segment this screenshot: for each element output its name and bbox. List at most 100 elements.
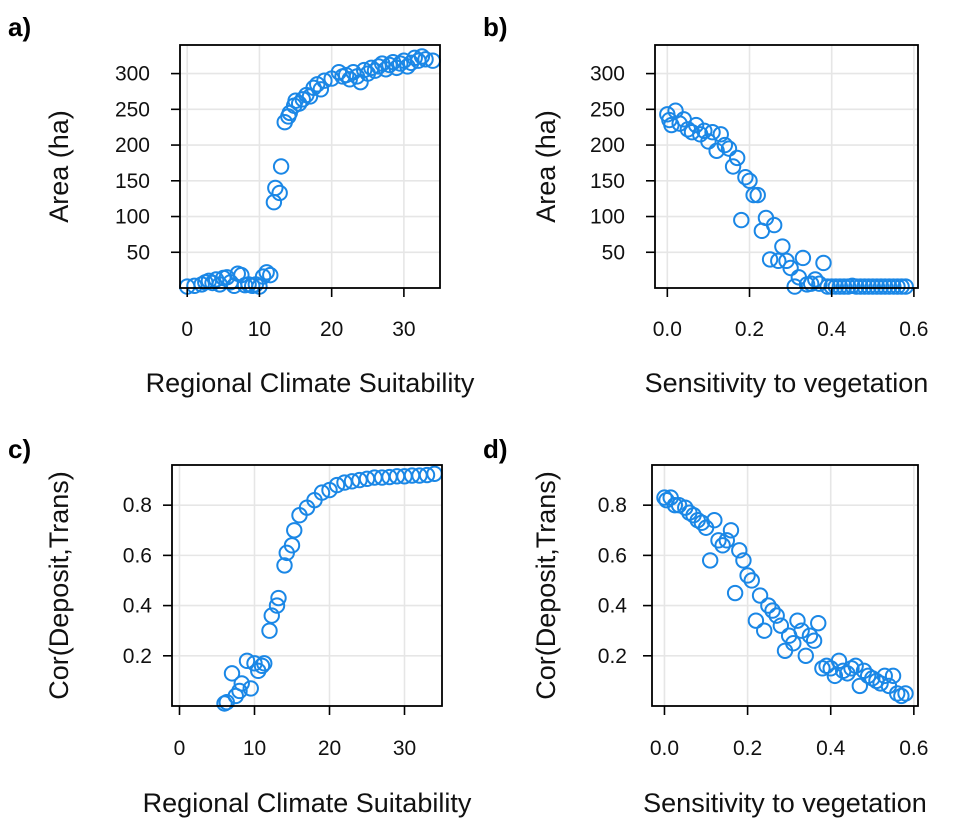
data-point xyxy=(370,58,387,75)
data-point xyxy=(743,572,760,589)
y-tick-label: 0.2 xyxy=(598,645,627,668)
data-point xyxy=(268,597,286,614)
x-axis-title: Regional Climate Suitability xyxy=(143,788,472,818)
data-point xyxy=(262,266,279,284)
y-tick-label: 300 xyxy=(115,63,150,86)
data-point xyxy=(876,667,893,685)
plot-frame xyxy=(179,44,441,289)
data-point xyxy=(701,552,719,569)
data-point xyxy=(254,268,272,285)
y-axis-title: Area (ha) xyxy=(531,110,561,223)
data-point xyxy=(671,115,688,132)
panel-label: b) xyxy=(483,12,508,42)
y-tick-label: 150 xyxy=(590,170,625,193)
data-point xyxy=(815,254,832,272)
plot-frame xyxy=(651,464,919,707)
data-point xyxy=(223,665,241,682)
data-point xyxy=(852,278,869,295)
data-point xyxy=(747,612,765,629)
data-point xyxy=(893,278,910,295)
data-point xyxy=(768,607,785,624)
x-tick-label: 0.6 xyxy=(899,318,928,341)
data-point xyxy=(760,597,777,614)
x-tick-label: 0.0 xyxy=(653,318,682,341)
data-point xyxy=(897,278,914,295)
data-point xyxy=(272,158,290,175)
data-point xyxy=(231,682,248,700)
chart-panel-3: 0.0 0.2 0.4 0.6 0.2 0.4 0.6 0.8 Sensitivity to v… xyxy=(483,434,928,818)
x-tick-label: 20 xyxy=(320,318,343,341)
data-point xyxy=(696,122,713,139)
data-point xyxy=(731,542,748,559)
y-tick-label: 100 xyxy=(115,206,150,229)
data-point xyxy=(706,512,723,529)
x-tick-label: 10 xyxy=(248,318,271,341)
data-point xyxy=(256,655,273,672)
data-point xyxy=(801,627,819,644)
data-point xyxy=(253,657,271,675)
data-point xyxy=(811,275,828,292)
y-axis-title: Cor(Deposit,Trans) xyxy=(44,471,74,700)
y-axis-title: Cor(Deposit,Trans) xyxy=(531,471,561,700)
data-point xyxy=(751,587,769,604)
data-point xyxy=(761,251,779,268)
data-point xyxy=(745,186,762,204)
data-point xyxy=(789,612,806,629)
data-point xyxy=(830,652,848,670)
panel-label: a) xyxy=(8,12,31,42)
data-point xyxy=(847,657,864,675)
data-point xyxy=(417,51,434,68)
data-point xyxy=(765,216,783,234)
data-point xyxy=(749,186,766,204)
y-tick-label: 100 xyxy=(590,206,625,229)
data-point xyxy=(312,81,330,98)
data-point xyxy=(328,476,346,494)
y-tick-label: 0.6 xyxy=(123,544,152,567)
x-tick-label: 30 xyxy=(393,737,416,760)
plot-frame xyxy=(654,44,919,289)
panel-label: c) xyxy=(8,434,31,464)
data-point xyxy=(687,116,705,134)
data-point xyxy=(313,484,331,501)
x-tick-label: 20 xyxy=(318,737,341,760)
y-tick-label: 200 xyxy=(115,134,150,157)
data-point xyxy=(786,278,803,295)
data-point xyxy=(708,142,725,159)
data-point xyxy=(294,91,311,108)
data-point xyxy=(733,211,750,229)
data-point xyxy=(418,466,436,484)
y-tick-label: 250 xyxy=(590,98,625,121)
data-point xyxy=(735,552,752,569)
x-tick-label: 0 xyxy=(174,737,186,760)
data-point xyxy=(805,632,823,649)
data-point xyxy=(263,607,280,624)
chart-panel-2: 0 10 20 30 0.2 0.4 0.6 0.8 Regional Climate Suit… xyxy=(8,434,472,818)
data-point xyxy=(897,685,914,702)
data-point xyxy=(710,532,727,549)
data-point xyxy=(238,652,256,670)
chart-panel-1: 0.0 0.2 0.4 0.6 50 100 150 200 250 300 Sensitivity… xyxy=(483,12,928,398)
data-point xyxy=(724,158,742,175)
data-point xyxy=(785,635,802,652)
x-tick-label: 0.6 xyxy=(899,737,928,760)
data-point xyxy=(827,278,845,295)
x-tick-label: 0.0 xyxy=(650,737,679,760)
data-point xyxy=(810,614,827,632)
data-point xyxy=(807,271,824,288)
data-point xyxy=(856,278,873,295)
data-point xyxy=(851,677,869,695)
x-tick-label: 0.4 xyxy=(816,737,846,760)
data-point xyxy=(864,278,881,295)
x-tick-label: 30 xyxy=(392,318,415,341)
x-axis-title: Regional Climate Suitability xyxy=(146,368,475,398)
data-point xyxy=(718,532,736,549)
x-tick-label: 0.4 xyxy=(817,318,847,341)
y-tick-label: 0.8 xyxy=(123,494,152,517)
data-point xyxy=(316,72,333,89)
y-tick-label: 150 xyxy=(115,170,150,193)
data-point xyxy=(704,123,721,141)
y-tick-label: 0.4 xyxy=(123,595,153,618)
y-tick-label: 300 xyxy=(590,63,625,86)
data-point xyxy=(270,589,287,607)
